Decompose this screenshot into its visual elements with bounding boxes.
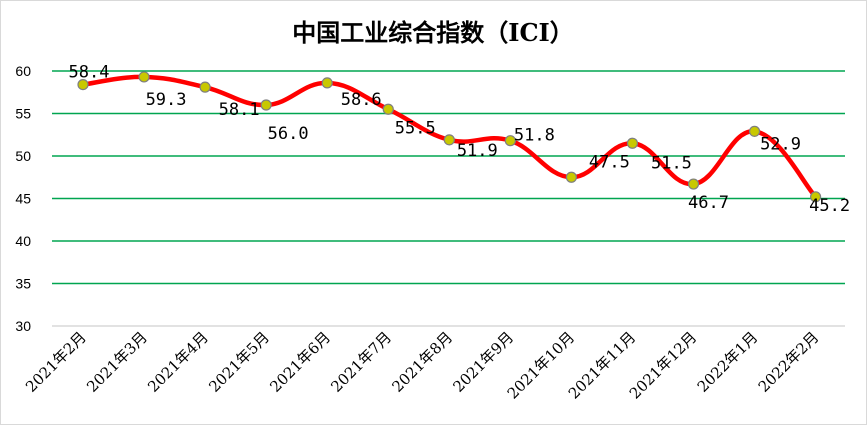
- data-label: 46.7: [688, 193, 729, 213]
- data-labels: 58.4 59.3 58.1 56.0 58.6 55.5 51.9 51.8 47.5 51.5…: [69, 63, 851, 216]
- series-line: [80, 74, 818, 200]
- data-point-marker: [260, 99, 272, 111]
- data-point-marker: [321, 77, 333, 89]
- x-tick-label: 2021年2月: [22, 328, 90, 396]
- data-label: 58.6: [341, 90, 382, 110]
- data-label: 58.4: [69, 63, 110, 83]
- x-tick-label: 2021年4月: [144, 328, 212, 396]
- data-point-marker: [748, 125, 761, 137]
- data-point-marker: [504, 135, 516, 147]
- y-tick-label: 45: [15, 191, 31, 207]
- data-point-marker: [382, 103, 394, 115]
- data-point-marker: [809, 191, 822, 203]
- data-point-marker: [626, 137, 639, 149]
- x-tick-label: 2021年5月: [205, 328, 273, 396]
- data-label: 52.9: [760, 134, 801, 154]
- x-tick-label: 2021年6月: [266, 328, 334, 396]
- data-point-marker: [565, 171, 578, 183]
- data-point-marker: [199, 81, 211, 93]
- x-tick-label: 2022年1月: [694, 328, 762, 396]
- data-label: 51.9: [457, 141, 498, 161]
- data-point-marker: [443, 134, 455, 146]
- chart-title: 中国工业综合指数（ICI）: [292, 18, 574, 47]
- y-tick-label: 40: [15, 233, 31, 249]
- data-label: 47.5: [589, 152, 630, 172]
- x-tick-label: 2021年3月: [83, 328, 151, 396]
- data-label: 59.3: [146, 90, 187, 110]
- y-tick-label: 55: [15, 106, 31, 122]
- data-label: 58.1: [219, 100, 260, 120]
- y-tick-label: 30: [15, 318, 31, 334]
- y-tick-label: 60: [15, 63, 31, 79]
- x-axis: 2021年2月2021年3月2021年4月2021年5月2021年6月2021年…: [22, 328, 822, 402]
- y-tick-label: 50: [15, 148, 31, 164]
- data-point-marker: [77, 78, 89, 91]
- data-label: 51.8: [514, 126, 555, 146]
- x-tick-label: 2021年7月: [327, 328, 395, 396]
- data-label: 51.5: [651, 153, 692, 173]
- x-tick-label: 2022年2月: [755, 328, 823, 396]
- y-axis: 30 35 40 45 50 55 60: [15, 63, 31, 334]
- markers: [77, 71, 822, 203]
- data-label: 55.5: [395, 118, 436, 138]
- data-label: 56.0: [268, 124, 309, 144]
- data-label: 45.2: [809, 196, 850, 216]
- data-point-marker: [138, 71, 150, 83]
- grid: [52, 70, 845, 327]
- data-point-marker: [687, 178, 700, 190]
- x-tick-label: 2021年8月: [388, 328, 456, 396]
- y-tick-label: 35: [15, 276, 31, 292]
